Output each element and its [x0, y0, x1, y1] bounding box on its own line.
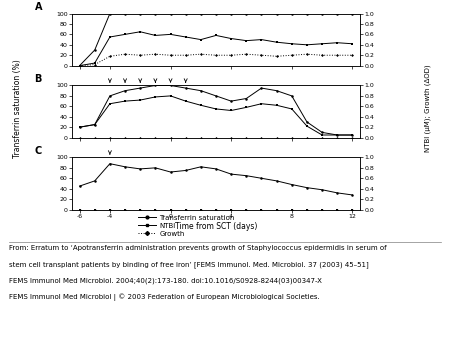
- X-axis label: Time from SCT (days): Time from SCT (days): [175, 221, 257, 231]
- Text: stem cell transplant patients by binding of free iron’ [FEMS Immunol. Med. Micro: stem cell transplant patients by binding…: [9, 261, 369, 268]
- Text: FEMS Immunol Med Microbiol. 2004;40(2):173-180. doi:10.1016/S0928-8244(03)00347-: FEMS Immunol Med Microbiol. 2004;40(2):1…: [9, 277, 322, 284]
- Text: A: A: [35, 2, 42, 13]
- Text: From: Erratum to ‘Apotransferrin administration prevents growth of Staphylococcu: From: Erratum to ‘Apotransferrin adminis…: [9, 245, 387, 251]
- Text: Transferrin saturation (%): Transferrin saturation (%): [14, 59, 22, 158]
- Text: B: B: [35, 74, 42, 84]
- Legend: Transferrin saturation, NTBI, Growth: Transferrin saturation, NTBI, Growth: [139, 215, 235, 237]
- Text: FEMS Immunol Med Microbiol | © 2003 Federation of European Microbiological Socie: FEMS Immunol Med Microbiol | © 2003 Fede…: [9, 294, 320, 301]
- Text: C: C: [35, 146, 42, 156]
- Text: NTBI (μM); Growth (ΔOD): NTBI (μM); Growth (ΔOD): [424, 64, 431, 152]
